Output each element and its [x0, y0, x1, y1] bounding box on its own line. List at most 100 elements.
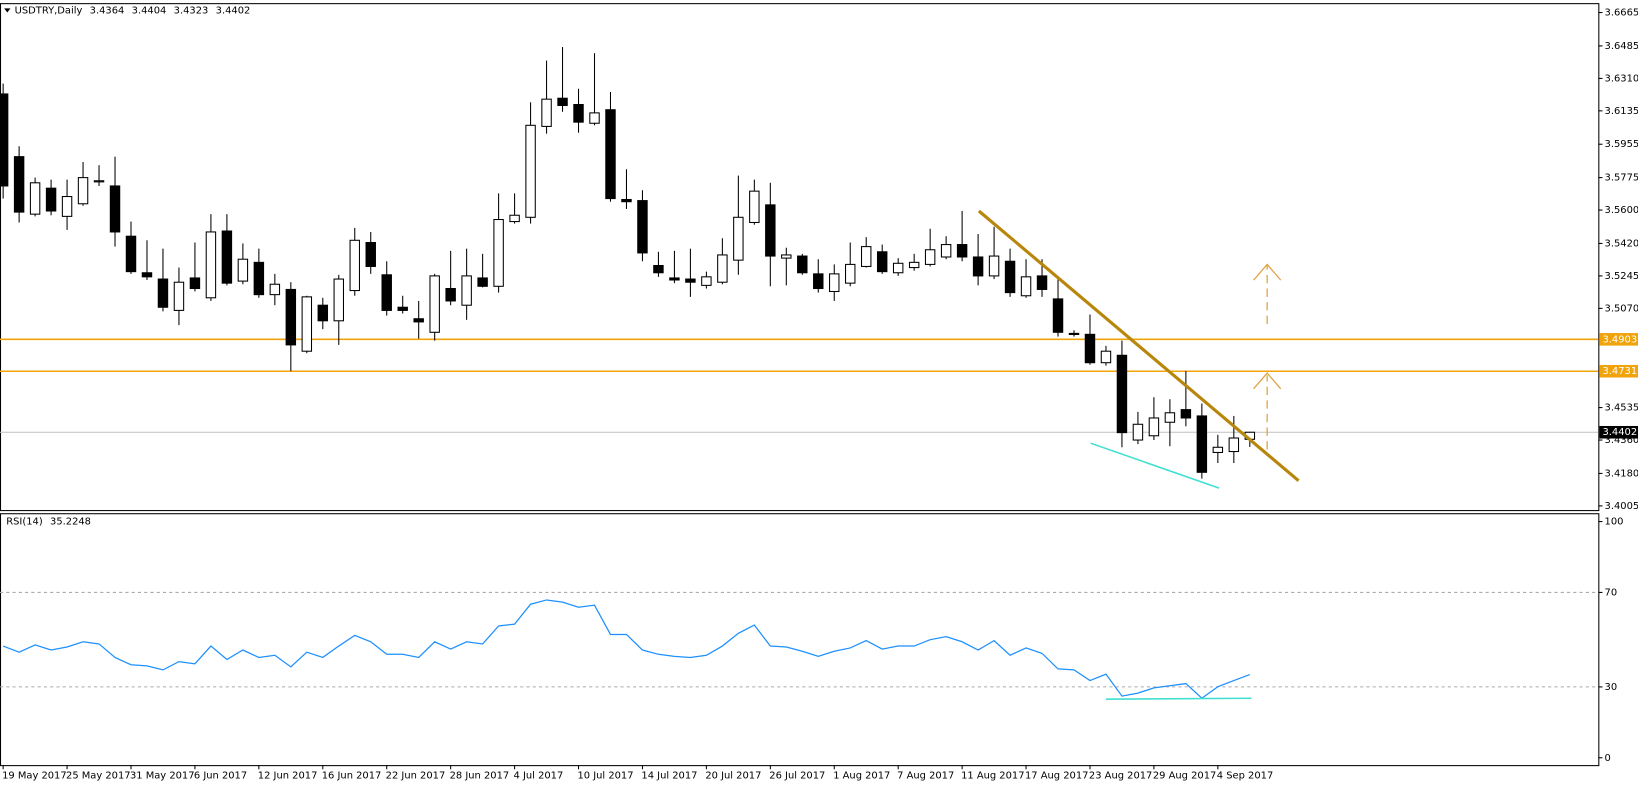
- symbol-header: USDTRY,Daily 3.4364 3.4404 3.4323 3.4402: [15, 5, 251, 16]
- candle-body: [797, 255, 808, 274]
- candle-body: [29, 182, 41, 215]
- candle-body: [125, 235, 137, 273]
- candle-body: [461, 275, 472, 306]
- y-tick-label: 100: [1605, 517, 1624, 528]
- x-tick-label: 14 Jul 2017: [641, 771, 697, 782]
- level-label: 3.4903: [1602, 334, 1637, 345]
- candle-body: [765, 204, 776, 257]
- candle-body: [221, 230, 233, 284]
- level-label-box: [1599, 364, 1638, 378]
- candle-body: [45, 187, 57, 212]
- candle-body: [956, 244, 968, 258]
- candle-body: [1132, 423, 1144, 441]
- candle-body: [908, 261, 920, 269]
- y-tick-label: 70: [1605, 587, 1618, 598]
- candle-body: [1116, 354, 1128, 434]
- candle-body: [1004, 260, 1016, 294]
- candle-body: [988, 255, 1000, 277]
- rsi-frame: [0, 513, 1600, 767]
- candle-body: [749, 190, 760, 224]
- rsi-line: [2, 599, 1251, 700]
- x-tick-label: 6 Jun 2017: [194, 771, 247, 782]
- x-tick-label: 16 Jun 2017: [322, 771, 382, 782]
- x-tick-label: 7 Aug 2017: [897, 771, 954, 782]
- candle-body: [1180, 409, 1192, 419]
- y-tick-label: 3.6665: [1605, 8, 1638, 19]
- y-tick-label: 3.5775: [1605, 173, 1638, 184]
- candle-body: [141, 272, 153, 278]
- arrow-head: [1253, 263, 1282, 281]
- trend-line: [1105, 697, 1252, 700]
- y-tick-label: 3.6135: [1605, 106, 1638, 117]
- x-tick-label: 10 Jul 2017: [577, 771, 633, 782]
- level-label-box: [1599, 333, 1638, 346]
- x-tick-label: 28 Jun 2017: [450, 771, 510, 782]
- candle-body: [1228, 437, 1240, 453]
- candle-body: [637, 200, 648, 254]
- x-tick-label: 25 May 2017: [66, 771, 131, 782]
- y-tick-label: 3.5420: [1605, 238, 1638, 249]
- trend-line: [977, 209, 1300, 482]
- candle-body: [1084, 333, 1096, 364]
- candle-body: [573, 104, 584, 123]
- candle-body: [189, 277, 201, 290]
- trend-line: [1090, 442, 1220, 489]
- arrow-head: [1253, 372, 1282, 390]
- candle-body: [1164, 412, 1176, 423]
- candle-body: [924, 249, 936, 265]
- x-tick-label: 23 Aug 2017: [1089, 771, 1152, 782]
- collapse-icon[interactable]: [4, 8, 11, 13]
- level-label: 3.4731: [1602, 366, 1637, 377]
- candle-body: [93, 180, 105, 183]
- candle-body: [557, 97, 568, 106]
- x-tick-label: 17 Aug 2017: [1025, 771, 1088, 782]
- candle-body: [845, 263, 856, 284]
- last-close: 3.4402: [216, 5, 251, 16]
- candle-body: [0, 93, 9, 187]
- y-tick-label: 3.6485: [1605, 41, 1638, 52]
- symbol-title: USDTRY,Daily: [15, 5, 83, 16]
- candle-body: [1068, 332, 1080, 335]
- candle-body: [940, 244, 952, 258]
- candle-body: [157, 278, 169, 308]
- x-tick-label: 1 Aug 2017: [833, 771, 890, 782]
- candle-body: [701, 276, 712, 286]
- candle-body: [301, 296, 313, 352]
- candle-body: [269, 283, 281, 296]
- candle-body: [333, 278, 345, 322]
- candle-body: [685, 278, 696, 283]
- candle-body: [13, 156, 25, 213]
- y-tick-label: 30: [1605, 682, 1618, 693]
- rsi-header: RSI(14) 35.2248: [6, 517, 91, 528]
- candle-body: [109, 185, 121, 233]
- candle-body: [349, 239, 360, 292]
- candle-body: [253, 261, 265, 296]
- y-tick-label: 3.4005: [1605, 501, 1638, 512]
- last-high: 3.4404: [132, 5, 167, 16]
- y-tick-label: 3.5245: [1605, 271, 1638, 282]
- y-tick-label: 3.6310: [1605, 73, 1638, 84]
- candle-body: [1212, 446, 1224, 453]
- x-tick-label: 29 Aug 2017: [1153, 771, 1216, 782]
- candle-body: [285, 288, 297, 346]
- candle-body: [317, 304, 329, 322]
- candle-body: [77, 177, 89, 205]
- candle-body: [972, 256, 984, 277]
- y-tick-label: 0: [1605, 753, 1611, 764]
- candle-body: [1148, 417, 1160, 437]
- y-tick-label: 3.4360: [1605, 435, 1638, 446]
- x-tick-label: 20 Jul 2017: [705, 771, 761, 782]
- x-tick-label: 31 May 2017: [130, 771, 195, 782]
- candle-body: [1196, 415, 1208, 473]
- candle-body: [237, 258, 249, 282]
- candle-body: [733, 216, 744, 261]
- last-low: 3.4323: [174, 5, 209, 16]
- candle-body: [541, 98, 552, 127]
- x-tick-label: 26 Jul 2017: [769, 771, 825, 782]
- candle-body: [876, 251, 888, 273]
- y-tick-label: 3.5600: [1605, 205, 1638, 216]
- candle-body: [365, 241, 376, 267]
- x-tick-label: 12 Jun 2017: [258, 771, 318, 782]
- candle-body: [1036, 275, 1048, 290]
- candle-body: [621, 198, 632, 203]
